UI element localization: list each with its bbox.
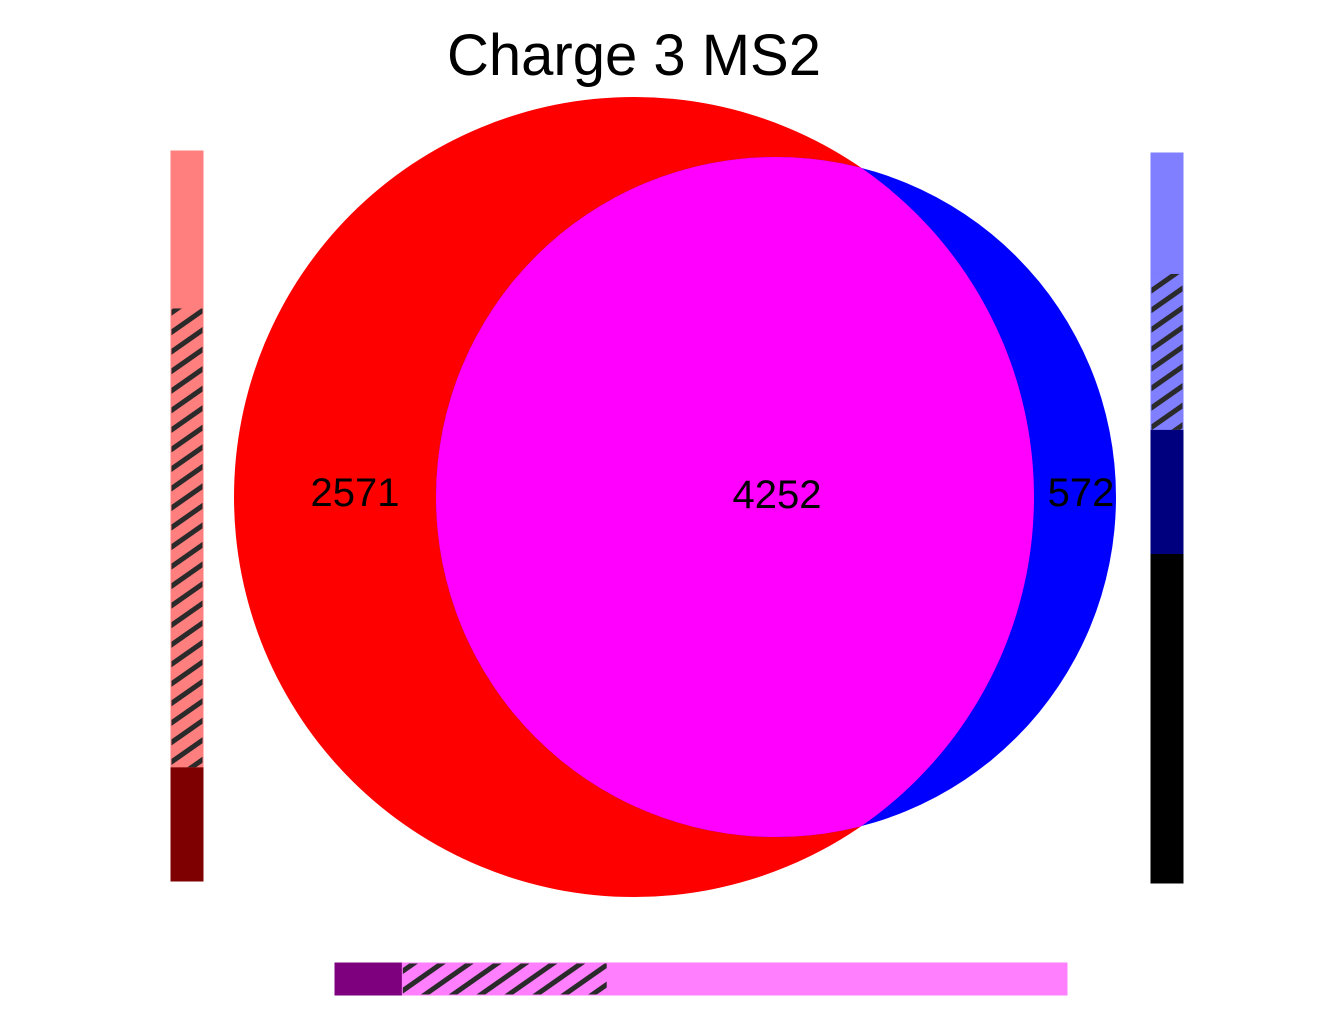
right-bar-segment-2: [1150, 272, 1184, 431]
right-bar-segment-3: [1150, 429, 1184, 555]
left-bar-segment-1: [170, 150, 204, 309]
right-only-count: 572: [1048, 471, 1115, 515]
left-bar-segment-3: [170, 767, 204, 882]
chart-title: Charge 3 MS2: [447, 23, 821, 88]
bottom-bar-segment-3: [606, 962, 1068, 996]
right-side-bar: [1150, 152, 1184, 884]
right-bar-segment-4: [1150, 554, 1184, 884]
bottom-bar: [334, 962, 1068, 996]
left-bar-segment-2: [170, 307, 204, 769]
intersection-region: [436, 157, 1034, 837]
overlap-count: 4252: [733, 473, 822, 517]
right-bar-segment-1: [1150, 152, 1184, 274]
bottom-bar-segment-2: [401, 962, 608, 996]
bottom-bar-segment-1: [334, 962, 403, 996]
left-side-bar: [170, 150, 204, 882]
left-only-count: 2571: [311, 471, 400, 515]
